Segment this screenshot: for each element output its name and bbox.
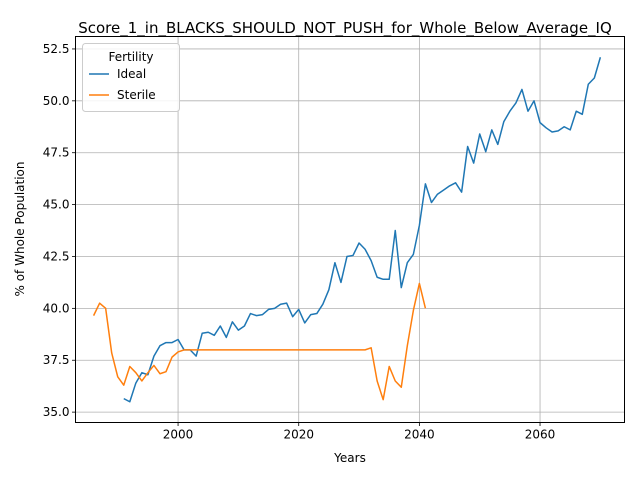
y-tick-label: 50.0 bbox=[43, 94, 70, 108]
x-tick-label: 2060 bbox=[525, 428, 556, 442]
x-tick-label: 2040 bbox=[404, 428, 435, 442]
y-axis-label: % of Whole Population bbox=[13, 162, 27, 297]
plot-area-frame bbox=[75, 36, 625, 423]
legend-title: Fertility bbox=[108, 50, 153, 64]
series-line-ideal bbox=[123, 57, 602, 403]
y-tick-label: 47.5 bbox=[43, 146, 70, 160]
y-tick-label: 52.5 bbox=[43, 42, 70, 56]
legend-label-sterile: Sterile bbox=[117, 88, 156, 102]
x-tick-label: 2000 bbox=[163, 428, 194, 442]
y-tick-label: 40.0 bbox=[43, 301, 70, 315]
y-tick-label: 42.5 bbox=[43, 249, 70, 263]
legend-label-ideal: Ideal bbox=[117, 67, 146, 81]
y-tick-label: 37.5 bbox=[43, 353, 70, 367]
chart-title: Score_1_in_BLACKS_SHOULD_NOT_PUSH_for_Wh… bbox=[78, 19, 612, 38]
x-axis-ticks: 2000 2020 2040 2060 bbox=[163, 422, 556, 442]
series-line-sterile bbox=[92, 282, 427, 401]
y-tick-label: 45.0 bbox=[43, 198, 70, 212]
legend: Fertility Ideal Sterile bbox=[82, 43, 180, 112]
y-axis-ticks: 35.0 37.5 40.0 42.5 45.0 47.5 50.0 52.5 bbox=[43, 42, 76, 419]
x-tick-label: 2020 bbox=[283, 428, 314, 442]
legend-items: Ideal Sterile bbox=[89, 67, 156, 102]
x-axis-label: Years bbox=[333, 451, 366, 465]
y-tick-label: 35.0 bbox=[43, 405, 70, 419]
grid bbox=[75, 36, 625, 423]
series-layer bbox=[92, 57, 602, 403]
